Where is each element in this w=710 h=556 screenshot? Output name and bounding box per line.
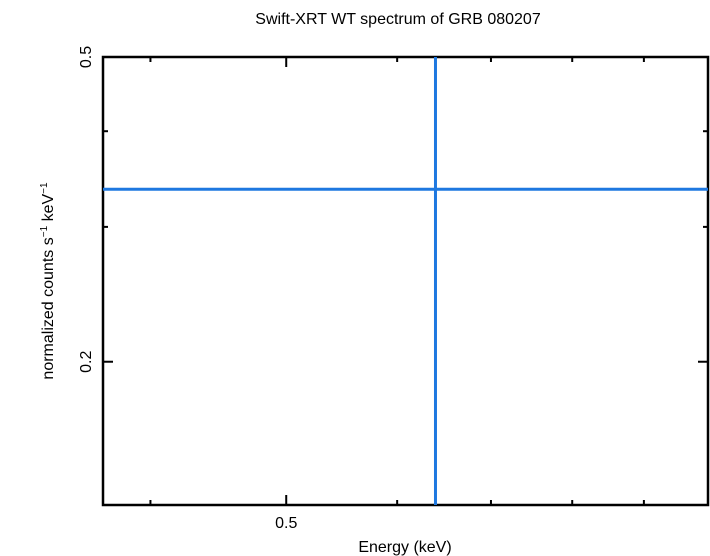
plot-frame — [101, 55, 710, 507]
y-axis-label-sup2: −1 — [39, 182, 50, 194]
y-tick-label: 0.5 — [78, 46, 95, 68]
y-axis-label-sup1: −1 — [39, 225, 50, 237]
chart-title: Swift-XRT WT spectrum of GRB 080207 — [255, 11, 541, 28]
x-axis-label: Energy (keV) — [358, 539, 451, 556]
axis-ticks — [103, 56, 708, 505]
y-tick-label: 0.2 — [78, 351, 95, 373]
axis-tick-labels: 0.5 0.2 0.5 — [78, 46, 297, 532]
y-axis-label-main: normalized counts s — [40, 237, 57, 379]
x-tick-label: 0.5 — [275, 515, 297, 532]
y-axis-label: normalized counts s−1 keV−1 — [39, 182, 57, 380]
data-series — [103, 57, 708, 505]
y-axis-label-mid: keV — [40, 194, 57, 226]
